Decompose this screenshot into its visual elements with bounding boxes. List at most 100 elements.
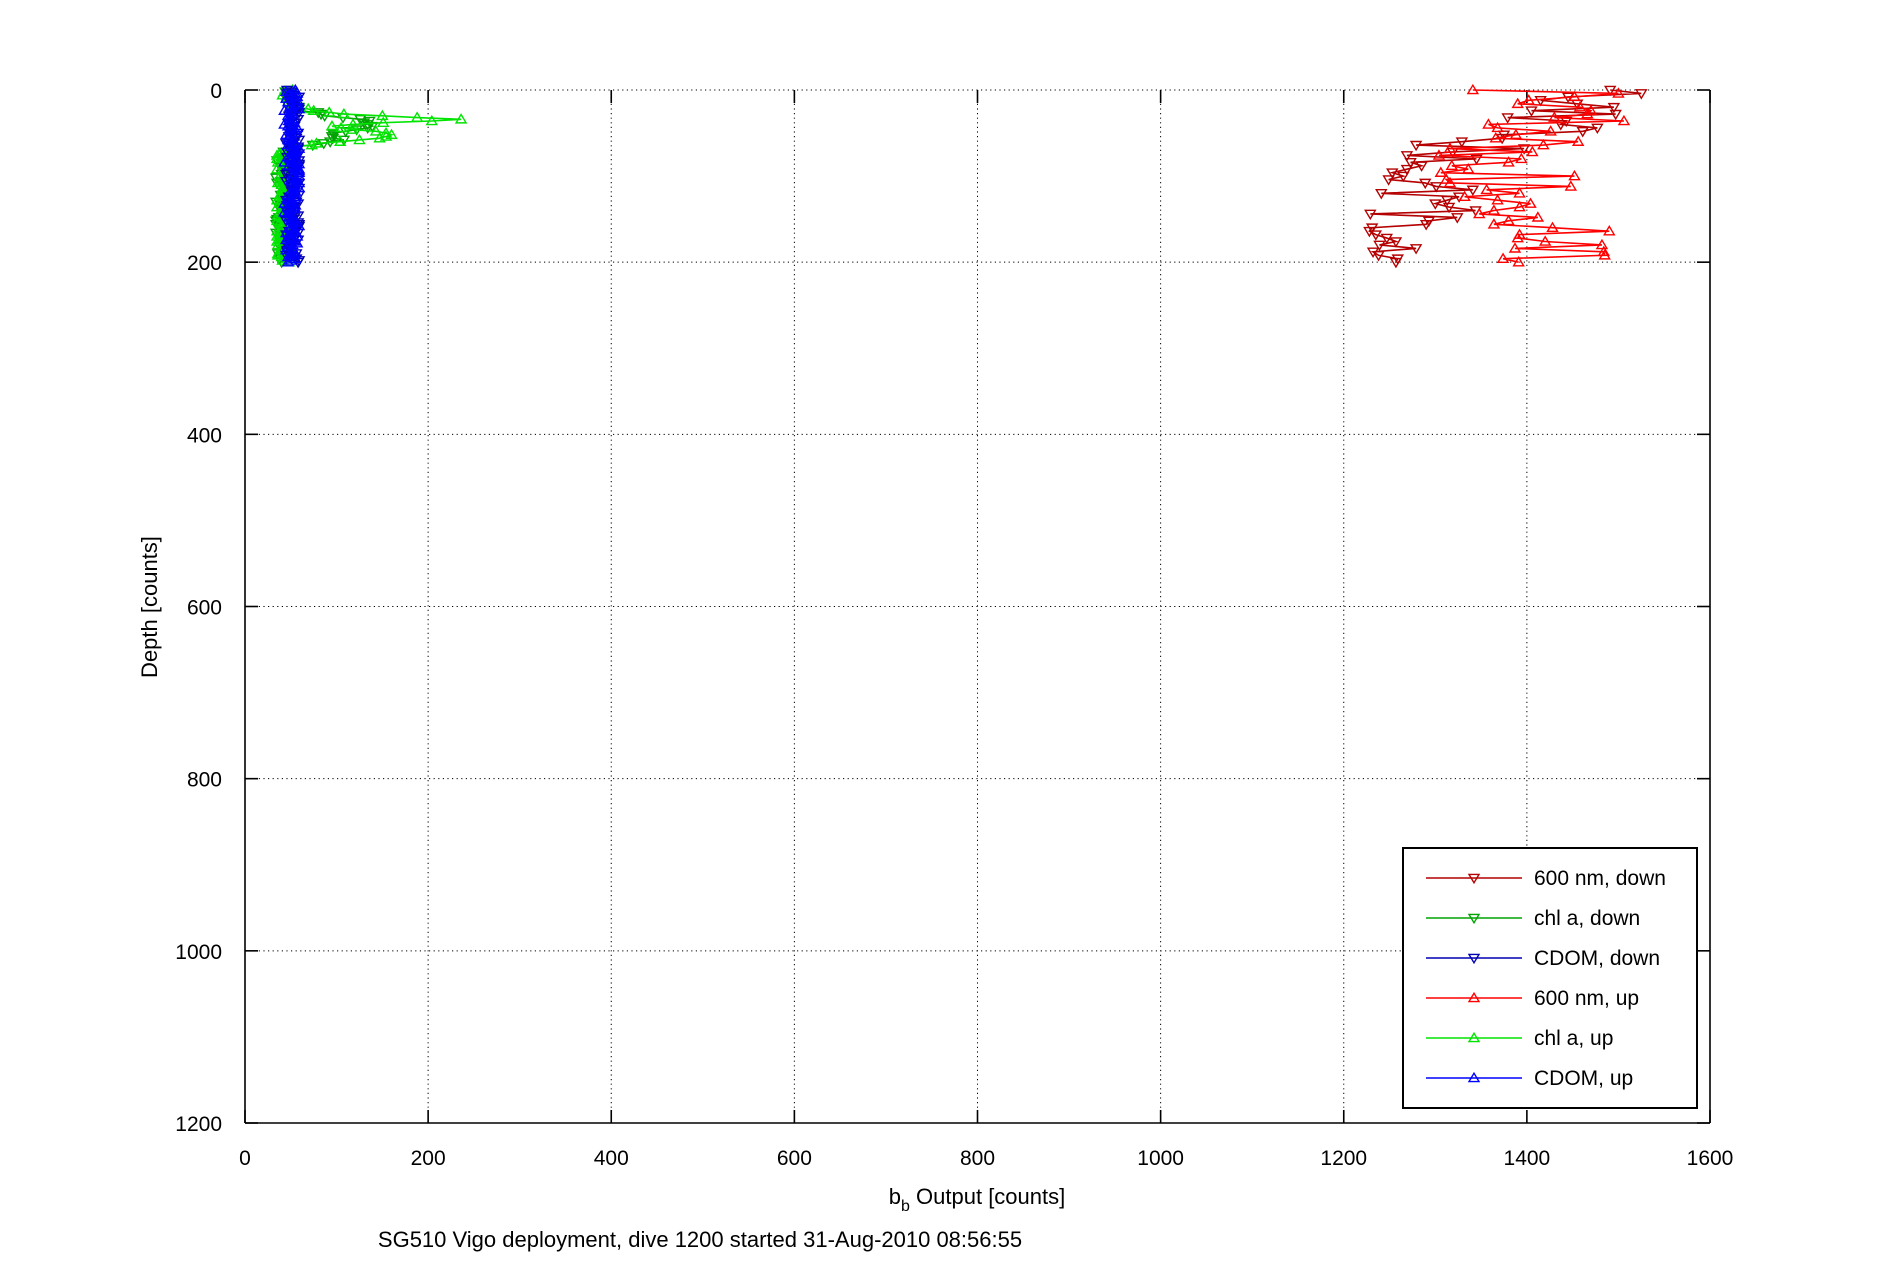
x-tick-label-1600: 1600 [1687, 1147, 1734, 1170]
marker [1508, 242, 1522, 253]
marker [317, 139, 330, 150]
marker [1473, 207, 1486, 219]
legend-marker-chl-a-up [1426, 1031, 1522, 1043]
marker [307, 104, 320, 115]
marker [1404, 158, 1417, 169]
marker [323, 106, 336, 117]
marker [288, 187, 301, 198]
y-tick-label-600: 600 [187, 597, 222, 620]
marker [1451, 213, 1464, 224]
marker [275, 178, 288, 189]
marker [276, 254, 289, 265]
marker [1502, 214, 1515, 226]
marker [279, 243, 293, 255]
legend-marker-cdom-down [1426, 953, 1522, 965]
marker [1509, 128, 1523, 140]
marker [281, 119, 295, 131]
series-600-nm-down [1363, 85, 1648, 269]
marker [1537, 138, 1550, 150]
marker [1554, 120, 1567, 131]
marker [1386, 168, 1399, 179]
marker [1591, 123, 1604, 135]
marker [279, 233, 293, 245]
y-tick-label-800: 800 [187, 769, 222, 792]
marker [1372, 250, 1385, 262]
marker [290, 90, 304, 102]
marker [1525, 106, 1538, 117]
marker [289, 149, 302, 160]
marker [1595, 238, 1609, 250]
marker [1526, 145, 1539, 157]
y-axis-label: Depth [counts] [137, 536, 162, 678]
legend-item-chl-a-up: chl a, up [1424, 1027, 1696, 1049]
marker [410, 111, 424, 122]
marker [288, 135, 301, 146]
marker [1598, 249, 1611, 260]
marker [1512, 255, 1525, 267]
legend-label: 600 nm, up [1534, 986, 1640, 1010]
marker [1568, 169, 1581, 181]
marker [1443, 176, 1457, 188]
x-tick-label-0: 0 [239, 1147, 251, 1170]
x-axis-label-base: b [888, 1184, 902, 1209]
legend-item-600-nm-up: 600 nm, up [1424, 987, 1696, 1009]
marker [454, 113, 468, 124]
marker [1389, 237, 1403, 248]
legend: 600 nm, down chl a, down CDOM, down 600 nm,… [1402, 847, 1698, 1109]
marker [361, 120, 374, 131]
marker [1534, 96, 1547, 107]
marker [1429, 182, 1443, 193]
legend-marker-600-nm-up [1426, 991, 1522, 1003]
marker [1419, 178, 1432, 190]
marker [292, 166, 306, 177]
marker [1375, 189, 1388, 200]
marker [345, 123, 359, 134]
marker [305, 138, 319, 150]
marker [385, 128, 398, 140]
marker [1612, 87, 1625, 98]
marker [288, 200, 301, 212]
marker [1455, 137, 1469, 148]
marker [301, 102, 315, 114]
series-600-nm-up-line [1438, 89, 1624, 263]
marker [379, 130, 393, 141]
marker [1364, 209, 1377, 221]
marker [1458, 190, 1471, 202]
marker [1502, 156, 1515, 167]
marker [1635, 89, 1648, 100]
legend-label: chl a, up [1534, 1026, 1614, 1050]
marker [1409, 244, 1423, 255]
legend-marker-cdom-up [1426, 1071, 1522, 1083]
marker [278, 156, 291, 167]
marker [284, 254, 298, 265]
marker [1603, 225, 1616, 236]
marker [273, 169, 287, 181]
marker [1513, 187, 1526, 198]
x-tick-label-200: 200 [411, 1147, 446, 1170]
marker [270, 152, 284, 164]
marker [1380, 233, 1394, 245]
marker [270, 163, 284, 174]
series-600-nm-down-markers [1363, 85, 1648, 269]
marker [1597, 245, 1611, 257]
series-600-nm-up-markers [1432, 83, 1631, 267]
x-axis-label-rest: Output [counts] [909, 1184, 1066, 1209]
legend-label: CDOM, down [1534, 946, 1661, 970]
marker [1482, 118, 1495, 129]
marker [1491, 121, 1504, 133]
marker [276, 219, 289, 231]
x-tick-label-1200: 1200 [1320, 1147, 1367, 1170]
marker [1513, 200, 1526, 212]
marker [292, 163, 306, 174]
marker [1480, 183, 1493, 195]
marker [1366, 247, 1380, 259]
x-axis-label: bb Output [counts] [889, 1184, 1065, 1216]
y-tick-label-0: 0 [210, 80, 222, 103]
marker [1609, 109, 1622, 121]
x-tick-label-1400: 1400 [1504, 1147, 1551, 1170]
marker [1603, 85, 1617, 97]
marker [281, 150, 295, 162]
marker [354, 114, 367, 126]
y-tick-label-400: 400 [187, 424, 222, 447]
